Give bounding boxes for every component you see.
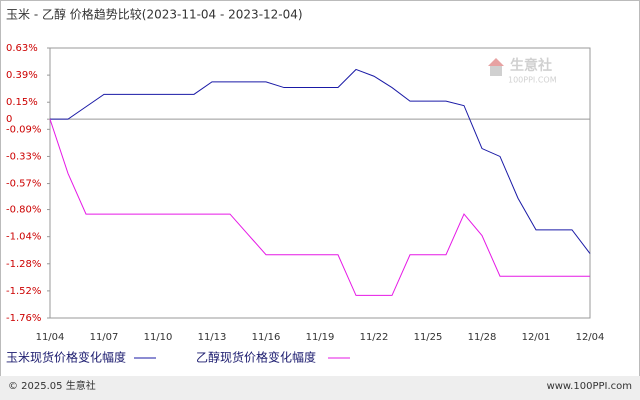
x-tick-label: 12/04 (576, 332, 605, 343)
y-tick-label: 0.15% (6, 97, 38, 108)
x-tick-label: 11/16 (252, 332, 281, 343)
legend-label: 乙醇现货价格变化幅度 (196, 350, 316, 365)
y-tick-label: -1.76% (6, 313, 41, 324)
x-tick-label: 11/10 (144, 332, 173, 343)
x-tick-label: 11/19 (306, 332, 335, 343)
logo-body (490, 66, 502, 76)
y-tick-label: 0.63% (6, 43, 38, 54)
series-line (50, 68, 591, 254)
legend-label: 玉米现货价格变化幅度 (6, 350, 126, 365)
y-tick-label: -0.57% (6, 179, 41, 190)
footer-right: www.100PPI.com (547, 381, 632, 392)
y-tick-label: -0.33% (6, 151, 41, 162)
x-tick-label: 11/04 (36, 332, 65, 343)
watermark-site: 100PPI.COM (508, 76, 557, 85)
y-tick-label: -1.52% (6, 286, 41, 297)
y-tick-label: -0.09% (6, 124, 41, 135)
logo-roof (488, 58, 504, 66)
y-tick-label: -1.04% (6, 232, 41, 243)
series-line (49, 119, 590, 296)
x-tick-label: 11/07 (90, 332, 119, 343)
x-tick-label: 12/01 (522, 332, 551, 343)
chart-title: 玉米 - 乙醇 价格趋势比较(2023-11-04 - 2023-12-04) (6, 7, 303, 22)
footer-bar (0, 376, 640, 400)
x-tick-label: 11/25 (414, 332, 443, 343)
watermark: 生意社 100PPI.COM (488, 57, 557, 85)
plot-area (49, 47, 591, 319)
footer-left: © 2025.05 生意社 (8, 379, 96, 392)
y-tick-label: -0.80% (6, 205, 41, 216)
y-tick-label: 0 (6, 114, 12, 125)
y-tick-label: -1.28% (6, 259, 41, 270)
y-tick-label: 0.39% (6, 70, 38, 81)
x-tick-label: 11/28 (468, 332, 497, 343)
watermark-name: 生意社 (510, 57, 552, 74)
x-tick-label: 11/22 (360, 332, 389, 343)
x-tick-label: 11/13 (198, 332, 227, 343)
